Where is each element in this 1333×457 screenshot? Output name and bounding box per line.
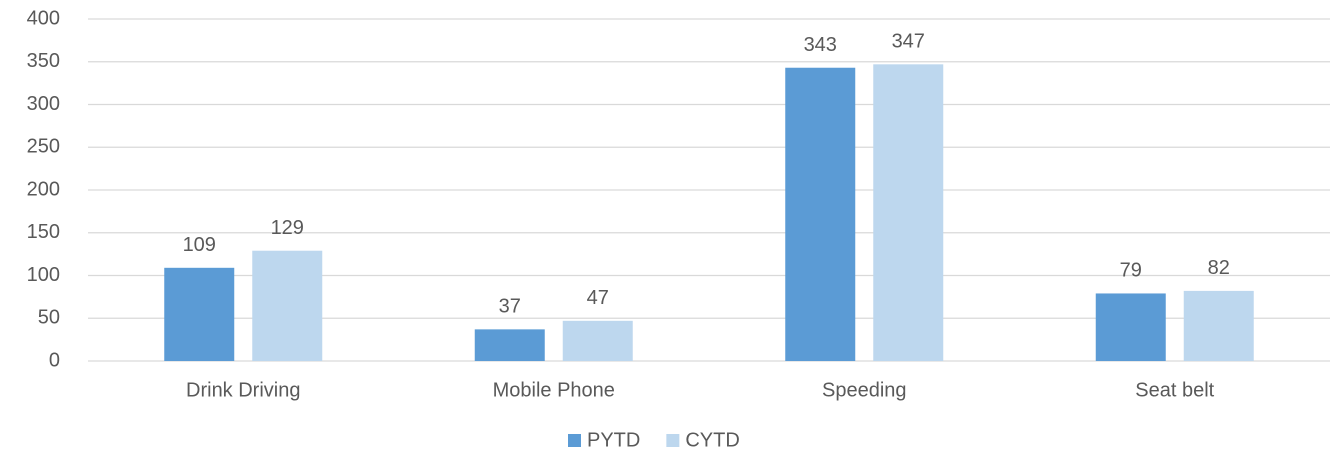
legend-label: CYTD bbox=[685, 429, 739, 451]
data-label: 347 bbox=[892, 31, 925, 53]
bar bbox=[785, 67, 856, 362]
bar bbox=[873, 64, 944, 361]
bar bbox=[164, 267, 235, 361]
y-tick-label: 200 bbox=[27, 178, 60, 200]
data-label: 129 bbox=[271, 217, 304, 239]
data-label: 37 bbox=[499, 296, 521, 318]
legend-label: PYTD bbox=[587, 429, 640, 451]
x-tick-label: Seat belt bbox=[1135, 379, 1214, 401]
bar bbox=[252, 250, 323, 361]
data-label: 79 bbox=[1120, 260, 1142, 282]
y-tick-label: 400 bbox=[27, 7, 60, 29]
x-tick-label: Mobile Phone bbox=[493, 379, 615, 401]
data-label: 82 bbox=[1208, 257, 1230, 279]
bar bbox=[1183, 290, 1254, 361]
y-tick-label: 0 bbox=[49, 349, 60, 371]
y-tick-label: 250 bbox=[27, 136, 60, 158]
y-tick-label: 300 bbox=[27, 93, 60, 115]
y-tick-label: 50 bbox=[38, 307, 60, 329]
bar bbox=[562, 320, 633, 361]
data-label: 343 bbox=[804, 34, 837, 56]
x-tick-label: Drink Driving bbox=[186, 379, 300, 401]
data-label: 47 bbox=[587, 287, 609, 309]
bar bbox=[474, 329, 545, 361]
y-tick-label: 100 bbox=[27, 264, 60, 286]
data-label: 109 bbox=[183, 234, 216, 256]
y-tick-label: 350 bbox=[27, 50, 60, 72]
y-tick-label: 150 bbox=[27, 221, 60, 243]
legend-swatch bbox=[568, 434, 581, 447]
bar bbox=[1095, 293, 1166, 361]
x-tick-label: Speeding bbox=[822, 379, 907, 401]
legend-swatch bbox=[666, 434, 680, 447]
